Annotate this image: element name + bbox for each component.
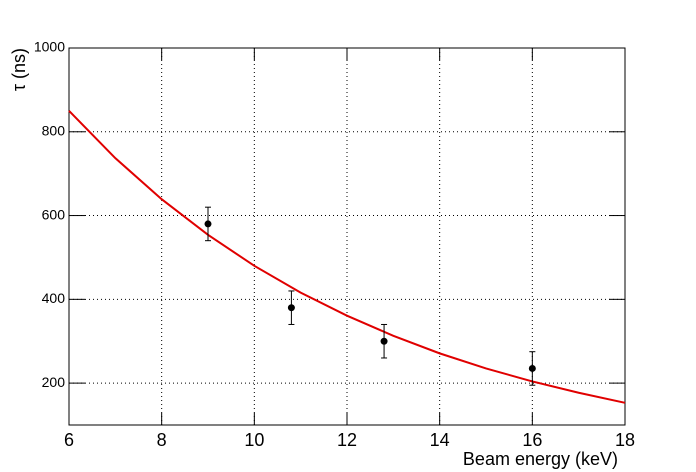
x-tick-label: 6 xyxy=(64,430,74,450)
y-tick-label: 1000 xyxy=(34,39,65,55)
y-axis-title: τ (ns) xyxy=(9,48,29,91)
y-tick-label: 200 xyxy=(42,374,66,390)
data-point xyxy=(380,337,388,345)
x-tick-label: 12 xyxy=(337,430,357,450)
data-point xyxy=(287,304,295,312)
data-point xyxy=(528,364,536,372)
x-tick-label: 14 xyxy=(430,430,450,450)
x-tick-label: 16 xyxy=(522,430,542,450)
x-tick-label: 10 xyxy=(244,430,264,450)
x-axis-title: Beam energy (keV) xyxy=(463,449,618,469)
x-tick-label: 18 xyxy=(615,430,635,450)
y-tick-label: 400 xyxy=(42,290,66,306)
data-point xyxy=(204,220,212,228)
x-tick-label: 8 xyxy=(157,430,167,450)
y-tick-label: 600 xyxy=(42,206,66,222)
y-tick-label: 800 xyxy=(42,122,66,138)
